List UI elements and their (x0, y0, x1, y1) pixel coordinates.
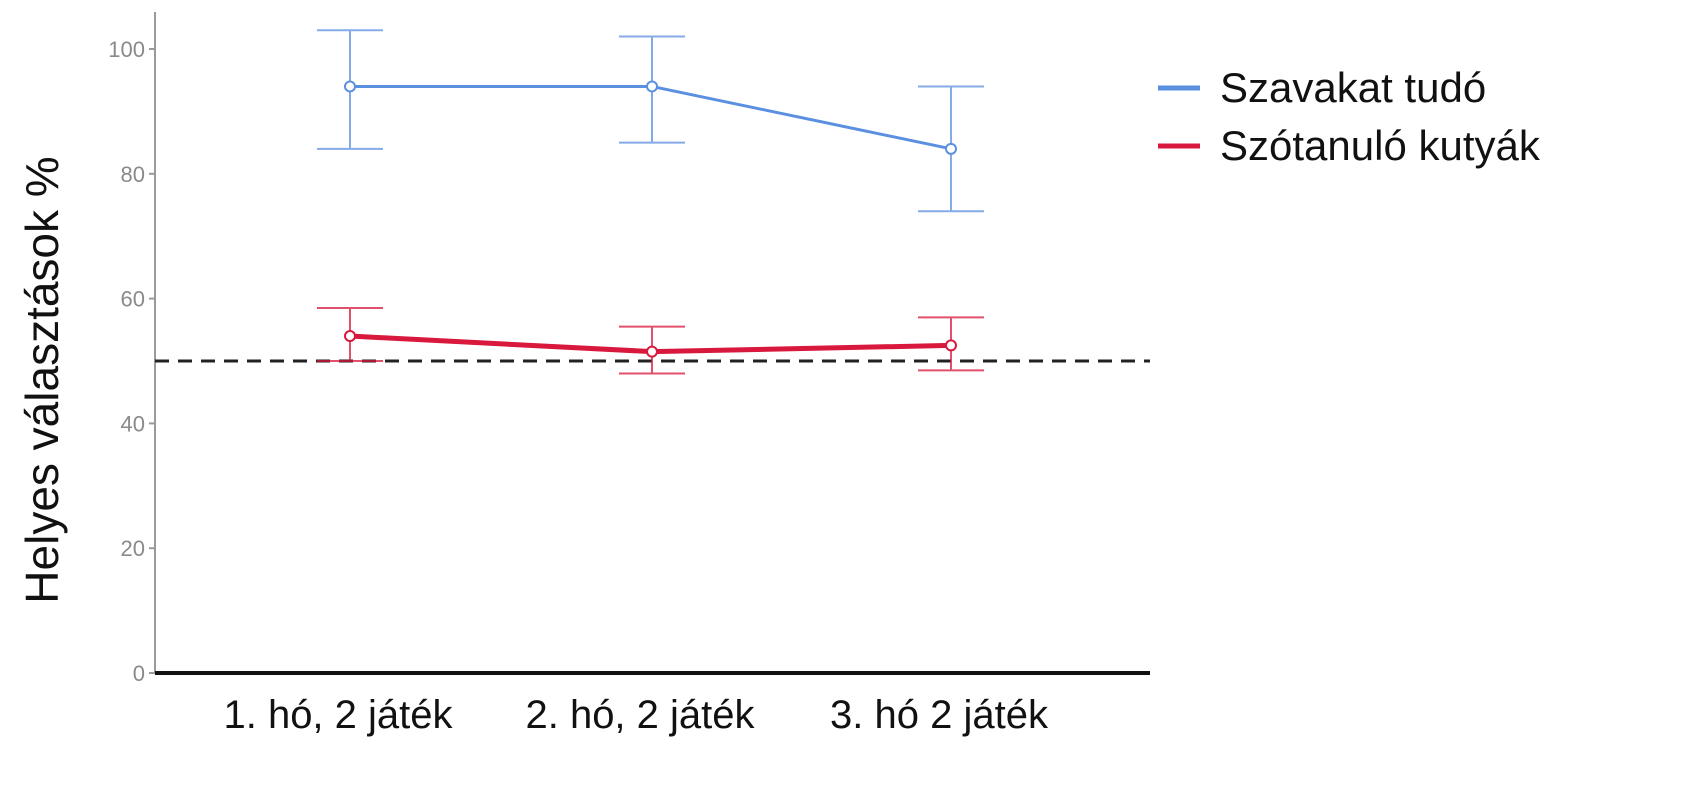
axes-layer (154, 12, 1150, 675)
y-tick-label: 60 (121, 287, 145, 312)
series-line (350, 84, 952, 151)
y-axis-title: Helyes választások % (16, 156, 68, 603)
y-ticks: 0 20 40 60 80 100 (108, 37, 155, 686)
data-point (344, 330, 356, 343)
x-tick-label: 2. hó, 2 játék (525, 693, 755, 737)
legend-label: Szótanuló kutyák (1220, 122, 1541, 169)
y-tick-label: 20 (121, 536, 145, 561)
data-point (945, 142, 957, 155)
legend: Szavakat tudó Szótanuló kutyák (1158, 64, 1541, 169)
y-tick-label: 100 (108, 37, 145, 62)
x-tick-labels: 1. hó, 2 játék 2. hó, 2 játék 3. hó 2 játé… (223, 693, 1048, 737)
x-tick-label: 1. hó, 2 játék (223, 693, 453, 737)
legend-label: Szavakat tudó (1220, 64, 1486, 111)
y-tick-label: 0 (133, 661, 145, 686)
series-1 (317, 29, 984, 213)
y-tick-label: 40 (121, 411, 145, 436)
x-tick-label: 3. hó 2 játék (830, 693, 1049, 737)
data-point (646, 80, 658, 93)
series-2 (317, 306, 984, 375)
data-point (344, 80, 356, 93)
series-layer (317, 29, 984, 375)
data-point (646, 345, 658, 358)
y-tick-label: 80 (121, 162, 145, 187)
data-point (945, 339, 957, 352)
